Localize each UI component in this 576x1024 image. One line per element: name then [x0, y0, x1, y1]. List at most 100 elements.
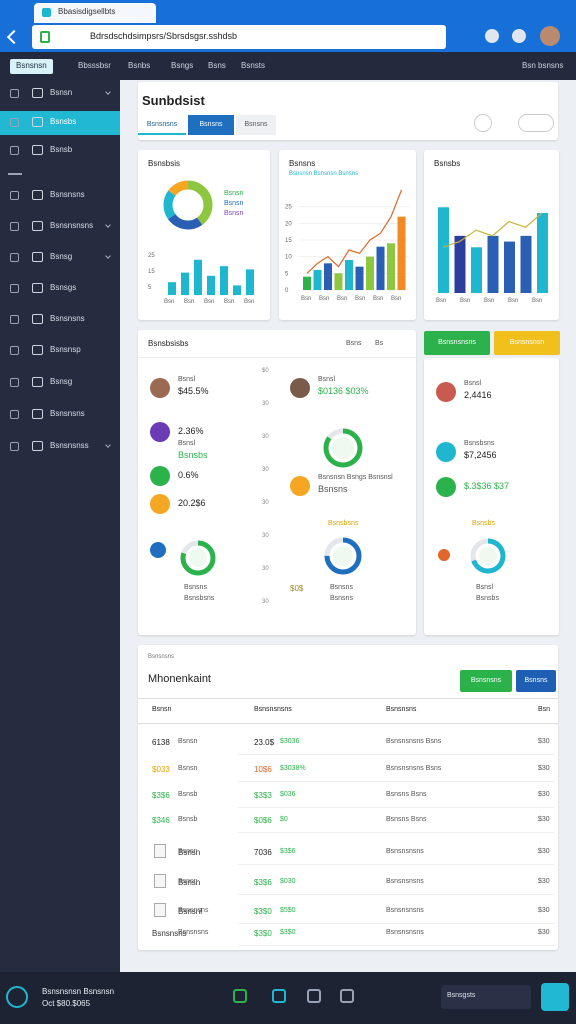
- header-control[interactable]: [474, 114, 492, 132]
- taskbar-search[interactable]: Bsnsgsts: [441, 985, 531, 1009]
- table-button[interactable]: Bsnsnsns: [460, 670, 512, 692]
- bar: [355, 266, 364, 290]
- icon: [436, 382, 456, 402]
- icon: [150, 494, 170, 514]
- side-number: 30: [262, 566, 269, 572]
- sidebar-item[interactable]: Bsnsnsnsns: [50, 221, 94, 230]
- table-cell: $3$6: [152, 791, 170, 800]
- header-tab[interactable]: Bsnsns: [188, 115, 234, 135]
- bar: [168, 282, 176, 295]
- taskbar-app[interactable]: [233, 989, 247, 1003]
- nav-item[interactable]: Bbsssbsr: [78, 61, 111, 70]
- ring-center: [333, 546, 353, 566]
- y-tick-label: 5: [285, 271, 289, 277]
- action-button[interactable]: Bsnsnsnsn: [494, 331, 560, 355]
- divider: [138, 357, 416, 358]
- card-control[interactable]: Bs: [375, 340, 384, 347]
- sidebar-item[interactable]: Bsnsb: [50, 145, 73, 154]
- sidebar-item[interactable]: Bsnsbs: [50, 117, 77, 126]
- action-button[interactable]: Bsnsnsnsns: [424, 331, 490, 355]
- table-cell: Bsnsn: [178, 848, 198, 855]
- bar: [520, 235, 532, 293]
- taskbar-app[interactable]: [340, 989, 354, 1003]
- sidebar-divider: [8, 173, 22, 175]
- address-bar[interactable]: Bdrsdschdsimpsrs/Sbrsdsgsr.sshdsb: [32, 25, 446, 49]
- table-button[interactable]: Bsnsns: [516, 670, 556, 692]
- browser-tab[interactable]: Bbasisdigsellbts: [34, 3, 156, 23]
- ring-value: [323, 428, 363, 468]
- row-divider: [238, 832, 554, 833]
- item-value: Bsnsbs: [178, 450, 208, 460]
- nav-item[interactable]: Bsnbs: [128, 61, 151, 70]
- header-control[interactable]: [518, 114, 554, 132]
- table-cell: $030: [280, 878, 296, 885]
- sidebar-item[interactable]: Bsnsnsnss: [50, 441, 89, 450]
- divider: [138, 723, 558, 724]
- sidebar-item[interactable]: Bsnsnsns: [50, 190, 85, 199]
- url-text: Bdrsdschdsimpsrs/Sbrsdsgsr.sshdsb: [90, 31, 238, 41]
- row-divider: [238, 945, 554, 946]
- bar: [376, 246, 385, 290]
- taskbar-button[interactable]: [541, 983, 569, 1011]
- card-control[interactable]: Bsns: [346, 340, 362, 347]
- sidebar-item[interactable]: Bsnsnsns: [50, 314, 85, 323]
- y-tick-label: 5: [148, 285, 152, 291]
- sidebar-item[interactable]: Bsnsgs: [50, 283, 77, 292]
- table-cell: Bsnsb: [178, 816, 198, 823]
- table-cell: Bsnsn: [178, 738, 198, 745]
- ring-caption: Bsnsbs: [476, 595, 499, 602]
- table-cell: Bsnsnsnsns: [386, 848, 424, 855]
- sidebar-icon: [32, 190, 43, 200]
- table-cell: Bsnsns Bsns: [386, 791, 427, 798]
- y-tick-label: 20: [285, 221, 292, 227]
- nav-item[interactable]: Bsnsts: [241, 61, 266, 70]
- side-number: $0: [262, 368, 269, 374]
- sidebar-item[interactable]: Bsnsn: [50, 88, 73, 97]
- note: $0$: [290, 584, 304, 593]
- row-divider: [238, 864, 554, 865]
- columns-card: Bsnsbs Bsn Bsn Bsn Bsn Bsn: [424, 150, 559, 320]
- chart: [470, 538, 506, 574]
- row-divider: [238, 894, 554, 895]
- tag: Bsnsbsns: [328, 520, 359, 527]
- sidebar-icon: [10, 346, 19, 355]
- table-cell: Bsnsnsnsns Bsns: [386, 765, 442, 772]
- sidebar-item[interactable]: Bsnsnsns: [50, 409, 85, 418]
- summary-card: Bsnsbsisbs Bsns Bs Bsnsl $45.5% 2.36% Bsnsl Bsn…: [138, 330, 416, 635]
- nav-item[interactable]: Bsngs: [171, 61, 194, 70]
- bar: [181, 272, 189, 295]
- taskbar-icon[interactable]: [6, 986, 28, 1008]
- tab-icon: [42, 8, 51, 17]
- bar: [303, 276, 311, 290]
- table-cell: $033: [152, 765, 170, 774]
- table-cell: $30: [538, 791, 550, 798]
- x-tick-label: Bsn: [301, 296, 311, 302]
- ring-caption: Bsnsl: [476, 584, 494, 591]
- table-cell: $0$6: [254, 816, 272, 825]
- sidebar-item[interactable]: Bsnsnsp: [50, 345, 81, 354]
- bar: [220, 266, 228, 295]
- table-cell: 6138: [152, 738, 170, 747]
- nav-user[interactable]: Bsn bsnsns: [522, 61, 564, 70]
- x-tick-label: Bsn: [484, 298, 494, 304]
- table-cell: $30: [538, 907, 550, 914]
- trend-line: [306, 189, 403, 274]
- header-tab[interactable]: Bsnsns: [236, 115, 276, 135]
- sidebar-icon: [32, 221, 43, 231]
- header-tab[interactable]: Bsnsnsns: [138, 115, 186, 135]
- nav-item[interactable]: Bsnsnsn: [10, 59, 53, 74]
- taskbar-app[interactable]: [307, 989, 321, 1003]
- table-cell: 10$6: [254, 765, 272, 774]
- sidebar-icon: [32, 145, 43, 155]
- card-subtitle: Bsnsnsn Bsnsnsn Bsnsns: [289, 171, 359, 177]
- sidebar-icon: [32, 345, 43, 355]
- nav-item[interactable]: Bsns: [208, 61, 226, 70]
- sidebar-item[interactable]: Bsnsg: [50, 252, 73, 261]
- taskbar-app[interactable]: [272, 989, 286, 1003]
- donut-card: Bsnsbsis Bsnsn Bsnsn Bsnsn 25 15 5 Bsn Bsn Bsn Bsn…: [138, 150, 270, 320]
- header-card: Sunbdsist Bsnsnsns Bsnsns Bsnsns: [138, 82, 558, 140]
- item-value: $.3$36 $37: [464, 481, 510, 491]
- table-cell: Bsnsn: [178, 848, 201, 857]
- sidebar-item[interactable]: Bsnsg: [50, 377, 73, 386]
